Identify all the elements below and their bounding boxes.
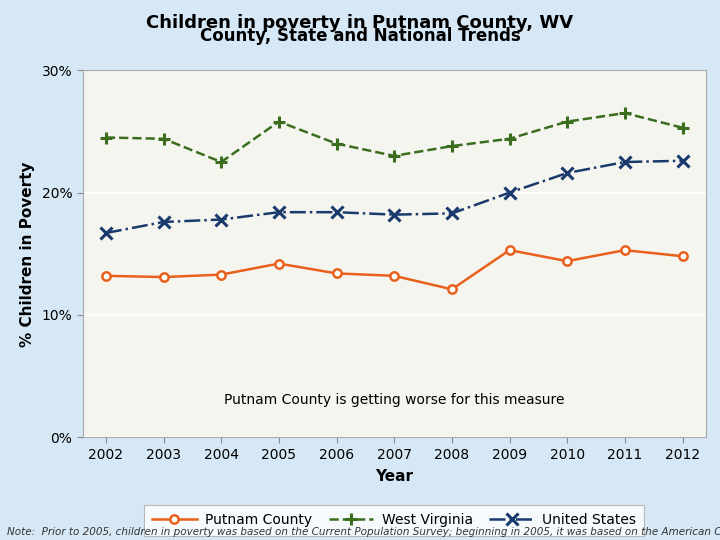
Line: West Virginia: West Virginia bbox=[99, 107, 689, 168]
Text: Children in poverty in Putnam County, WV: Children in poverty in Putnam County, WV bbox=[146, 14, 574, 31]
X-axis label: Year: Year bbox=[375, 469, 413, 484]
West Virginia bbox=[102, 134, 110, 141]
United States bbox=[505, 190, 514, 196]
Y-axis label: % Children in Poverty: % Children in Poverty bbox=[19, 161, 35, 347]
Putnam County bbox=[332, 270, 341, 276]
United States bbox=[332, 209, 341, 215]
Text: Note:  Prior to 2005, children in poverty was based on the Current Population Su: Note: Prior to 2005, children in poverty… bbox=[7, 527, 720, 537]
West Virginia bbox=[159, 136, 168, 142]
West Virginia bbox=[505, 136, 514, 142]
United States bbox=[621, 159, 629, 165]
United States bbox=[159, 219, 168, 225]
United States bbox=[563, 170, 572, 176]
United States bbox=[217, 217, 225, 223]
United States bbox=[390, 211, 398, 218]
Legend: Putnam County, West Virginia, United States: Putnam County, West Virginia, United Sta… bbox=[144, 505, 644, 536]
Putnam County bbox=[505, 247, 514, 253]
Putnam County bbox=[563, 258, 572, 265]
Putnam County bbox=[217, 272, 225, 278]
West Virginia bbox=[621, 110, 629, 116]
Line: Putnam County: Putnam County bbox=[102, 246, 687, 293]
West Virginia bbox=[563, 118, 572, 125]
Putnam County bbox=[274, 260, 283, 267]
West Virginia bbox=[274, 118, 283, 125]
West Virginia bbox=[678, 125, 687, 131]
Text: Putnam County is getting worse for this measure: Putnam County is getting worse for this … bbox=[224, 393, 564, 407]
West Virginia bbox=[217, 159, 225, 165]
Text: County, State and National Trends: County, State and National Trends bbox=[199, 27, 521, 45]
Putnam County bbox=[390, 273, 398, 279]
United States bbox=[678, 158, 687, 164]
Putnam County bbox=[448, 286, 456, 293]
West Virginia bbox=[448, 143, 456, 150]
West Virginia bbox=[390, 153, 398, 159]
United States bbox=[448, 210, 456, 217]
Putnam County bbox=[678, 253, 687, 260]
United States bbox=[102, 230, 110, 236]
West Virginia bbox=[332, 140, 341, 147]
Putnam County bbox=[102, 273, 110, 279]
United States bbox=[274, 209, 283, 215]
Putnam County bbox=[621, 247, 629, 253]
Line: United States: United States bbox=[100, 155, 688, 239]
Putnam County bbox=[159, 274, 168, 280]
